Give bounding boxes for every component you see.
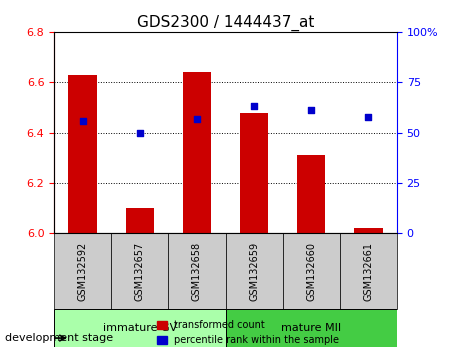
Point (136, 130, 143, 136)
Text: GSM132657: GSM132657 (135, 242, 145, 301)
FancyBboxPatch shape (340, 234, 397, 309)
Point (250, 104, 258, 109)
Bar (125, 208, 154, 234)
FancyBboxPatch shape (111, 234, 168, 309)
Point (193, 116, 201, 121)
Point (79, 118, 86, 124)
Text: development stage: development stage (5, 333, 113, 343)
Text: GSM132661: GSM132661 (364, 242, 373, 301)
Text: GSM132659: GSM132659 (249, 242, 259, 301)
Bar (240, 113, 268, 234)
Bar (183, 72, 211, 234)
FancyBboxPatch shape (54, 309, 226, 347)
Bar (354, 228, 382, 234)
FancyBboxPatch shape (283, 234, 340, 309)
Text: mature MII: mature MII (281, 323, 341, 333)
Point (308, 108, 315, 113)
FancyBboxPatch shape (226, 234, 283, 309)
FancyBboxPatch shape (168, 234, 226, 309)
FancyBboxPatch shape (226, 309, 397, 347)
Text: GSM132592: GSM132592 (78, 242, 87, 301)
Text: immature GV: immature GV (103, 323, 177, 333)
Text: GSM132658: GSM132658 (192, 242, 202, 301)
FancyBboxPatch shape (54, 234, 111, 309)
Legend: transformed count, percentile rank within the sample: transformed count, percentile rank withi… (153, 316, 343, 349)
Bar (69, 75, 97, 234)
Bar (297, 155, 326, 234)
Point (365, 114, 372, 119)
Title: GDS2300 / 1444437_at: GDS2300 / 1444437_at (137, 14, 314, 30)
Text: GSM132660: GSM132660 (306, 242, 316, 301)
